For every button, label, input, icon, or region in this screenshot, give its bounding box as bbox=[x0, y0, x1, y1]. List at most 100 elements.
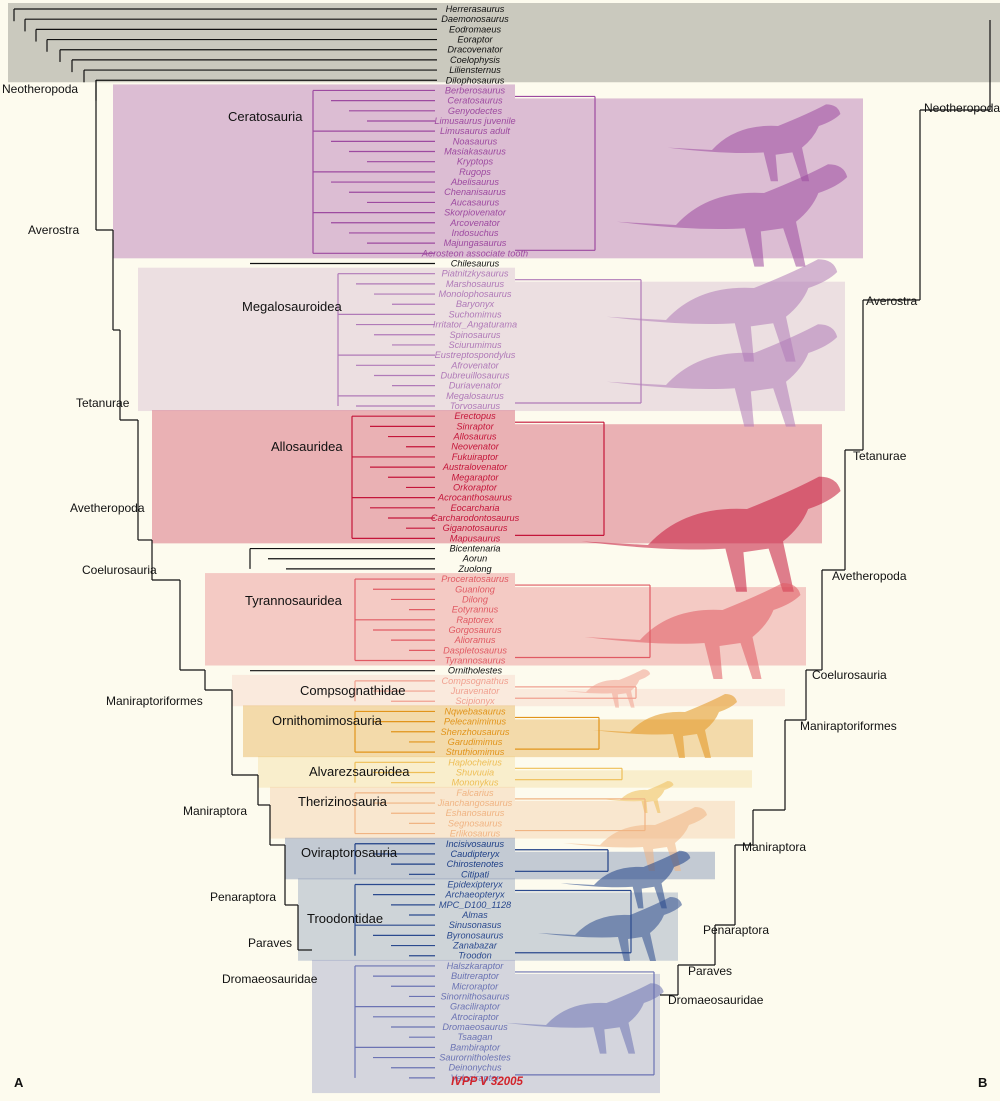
taxon-epidexipteryx: Epidexipteryx bbox=[447, 879, 503, 889]
troodontid-silhouette bbox=[538, 897, 682, 961]
taxon-australovenator: Australovenator bbox=[442, 462, 508, 472]
oviraptorosaur-silhouette bbox=[560, 850, 691, 909]
taxon-duriavenator: Duriavenator bbox=[449, 381, 503, 391]
taxon-incisivosaurus: Incisivosaurus bbox=[446, 839, 505, 849]
taxon-tsaagan: Tsaagan bbox=[458, 1032, 493, 1042]
clade-label-therizinosauria: Therizinosauria bbox=[298, 794, 388, 809]
node-label-a-penaraptora: Penaraptora bbox=[210, 890, 276, 904]
taxon-chilesaurus: Chilesaurus bbox=[451, 259, 500, 269]
taxon-spinosaurus: Spinosaurus bbox=[449, 330, 500, 340]
clade-label-oviraptorosauria: Oviraptorosauria bbox=[301, 845, 398, 860]
node-label-b-neotheropoda: Neotheropoda bbox=[924, 101, 1000, 115]
node-label-b-averostra: Averostra bbox=[866, 294, 917, 308]
node-label-b-paraves: Paraves bbox=[688, 964, 732, 978]
taxon-troodon: Troodon bbox=[458, 951, 492, 961]
taxon-raptorex: Raptorex bbox=[456, 615, 494, 625]
taxon-neovenator: Neovenator bbox=[451, 442, 499, 452]
taxon-segnosaurus: Segnosaurus bbox=[448, 818, 503, 828]
clade-label-troodontidae: Troodontidae bbox=[307, 911, 383, 926]
node-label-b-maniraptora: Maniraptora bbox=[742, 840, 806, 854]
taxon-eotyrannus: Eotyrannus bbox=[452, 605, 499, 615]
taxon-halszkaraptor: Halszkaraptor bbox=[447, 961, 505, 971]
band-megalosauroidea bbox=[138, 267, 515, 412]
taxon-erectopus: Erectopus bbox=[454, 411, 496, 421]
node-label-b-penaraptora: Penaraptora bbox=[703, 923, 769, 937]
taxon-megalosaurus: Megalosaurus bbox=[446, 391, 504, 401]
tyrannosaur-silhouette bbox=[584, 583, 801, 679]
taxon-nqwebasaurus: Nqwebasaurus bbox=[444, 706, 506, 716]
alvarezsaur-silhouette bbox=[601, 781, 674, 813]
taxon-buitreraptor: Buitreraptor bbox=[451, 971, 500, 981]
node-label-b-dromaeosauridae: Dromaeosauridae bbox=[668, 993, 764, 1007]
taxon-limusaurus-juvenile: Limusaurus juvenile bbox=[434, 116, 515, 126]
taxon-eoraptor: Eoraptor bbox=[457, 35, 493, 45]
taxon-saurornitholestes: Saurornitholestes bbox=[439, 1053, 511, 1063]
taxon-ceratosaurus: Ceratosaurus bbox=[447, 96, 503, 106]
taxon-arcovenator: Arcovenator bbox=[449, 218, 500, 228]
clade-label-allosauroidea: Allosauridea bbox=[271, 439, 343, 454]
taxon-dubreuillosaurus: Dubreuillosaurus bbox=[441, 370, 510, 380]
taxon-gorgosaurus: Gorgosaurus bbox=[448, 625, 502, 635]
taxon-sciurumimus: Sciurumimus bbox=[448, 340, 501, 350]
taxon-sinraptor: Sinraptor bbox=[456, 421, 494, 431]
band-ornithomimosauria bbox=[243, 705, 515, 758]
panel-label-a: A bbox=[14, 1075, 24, 1090]
taxon-monolophosaurus: Monolophosaurus bbox=[438, 289, 511, 299]
taxon-mpc-d100-1128: MPC_D100_1128 bbox=[439, 900, 512, 910]
node-label-b-avetheropoda: Avetheropoda bbox=[832, 569, 907, 583]
taxon-noasaurus: Noasaurus bbox=[453, 136, 498, 146]
taxon-microraptor: Microraptor bbox=[452, 981, 499, 991]
tree-branches bbox=[13, 8, 991, 1079]
taxon-chenanisaurus: Chenanisaurus bbox=[444, 187, 506, 197]
taxon-mapusaurus: Mapusaurus bbox=[450, 533, 501, 543]
taxon-mononykus: Mononykus bbox=[452, 778, 499, 788]
node-label-a-maniraptora: Maniraptora bbox=[183, 804, 247, 818]
taxon-fukuiraptor: Fukuiraptor bbox=[452, 452, 499, 462]
taxon-limusaurus-adult: Limusaurus adult bbox=[440, 126, 510, 136]
taxon-guanlong: Guanlong bbox=[455, 584, 496, 594]
taxon-struthiomimus: Struthiomimus bbox=[446, 747, 505, 757]
taxon-caudipteryx: Caudipteryx bbox=[450, 849, 499, 859]
node-label-a-maniraptoriformes: Maniraptoriformes bbox=[106, 694, 203, 708]
new-specimen-label: IVPP V 32005 bbox=[451, 1076, 523, 1088]
taxon-eshanosaurus: Eshanosaurus bbox=[446, 808, 505, 818]
clade-bands bbox=[8, 3, 1000, 1094]
taxon-atrociraptor: Atrociraptor bbox=[450, 1012, 499, 1022]
taxon-compsognathus: Compsognathus bbox=[442, 676, 509, 686]
taxon-masiakasaurus: Masiakasaurus bbox=[444, 147, 506, 157]
node-label-a-averostra: Averostra bbox=[28, 223, 79, 237]
taxon-megaraptor: Megaraptor bbox=[452, 472, 500, 482]
taxon-velociraptor: Velociraptor bbox=[451, 1073, 501, 1083]
therizinosaur-silhouette bbox=[563, 807, 707, 871]
taxon-garudimimus: Garudimimus bbox=[448, 737, 503, 747]
band-troodontidae bbox=[298, 878, 515, 961]
node-label-a-coelurosauria: Coelurosauria bbox=[82, 563, 157, 577]
taxon-genyodectes: Genyodectes bbox=[448, 106, 503, 116]
spinosaur-silhouette bbox=[606, 259, 838, 362]
taxon-deinonychus: Deinonychus bbox=[448, 1063, 502, 1073]
clade-label-ceratosauria: Ceratosauria bbox=[228, 109, 303, 124]
taxon-zuolong: Zuolong bbox=[457, 564, 492, 574]
clade-label-tyrannosauroidea: Tyrannosauridea bbox=[245, 593, 343, 608]
taxon-aucasaurus: Aucasaurus bbox=[450, 197, 500, 207]
clade-label-alvarezsauroidea: Alvarezsauroidea bbox=[309, 764, 410, 779]
taxon-graciliraptor: Graciliraptor bbox=[450, 1002, 501, 1012]
node-label-a-dromaeosauridae: Dromaeosauridae bbox=[222, 972, 318, 986]
taxon-marshosaurus: Marshosaurus bbox=[446, 279, 505, 289]
abelisaur-silhouette bbox=[616, 164, 848, 267]
taxon-rugops: Rugops bbox=[459, 167, 491, 177]
taxon-proceratosaurus: Proceratosaurus bbox=[441, 574, 509, 584]
taxon-daemonosaurus: Daemonosaurus bbox=[441, 14, 509, 24]
node-label-b-coelurosauria: Coelurosauria bbox=[812, 668, 887, 682]
taxon-scipionyx: Scipionyx bbox=[455, 696, 495, 706]
taxon-bambiraptor: Bambiraptor bbox=[450, 1042, 501, 1052]
taxon-falcarius: Falcarius bbox=[456, 788, 494, 798]
taxon-acrocanthosaurus: Acrocanthosaurus bbox=[437, 493, 512, 503]
taxon-zanabazar: Zanabazar bbox=[452, 941, 498, 951]
taxon-dracovenator: Dracovenator bbox=[447, 45, 503, 55]
taxon-irritator-angaturama: Irritator_Angaturama bbox=[433, 320, 517, 330]
taxon-majungasaurus: Majungasaurus bbox=[444, 238, 507, 248]
band-allosauroidea bbox=[152, 410, 515, 544]
taxon-shuvuuia: Shuvuuia bbox=[456, 768, 494, 778]
